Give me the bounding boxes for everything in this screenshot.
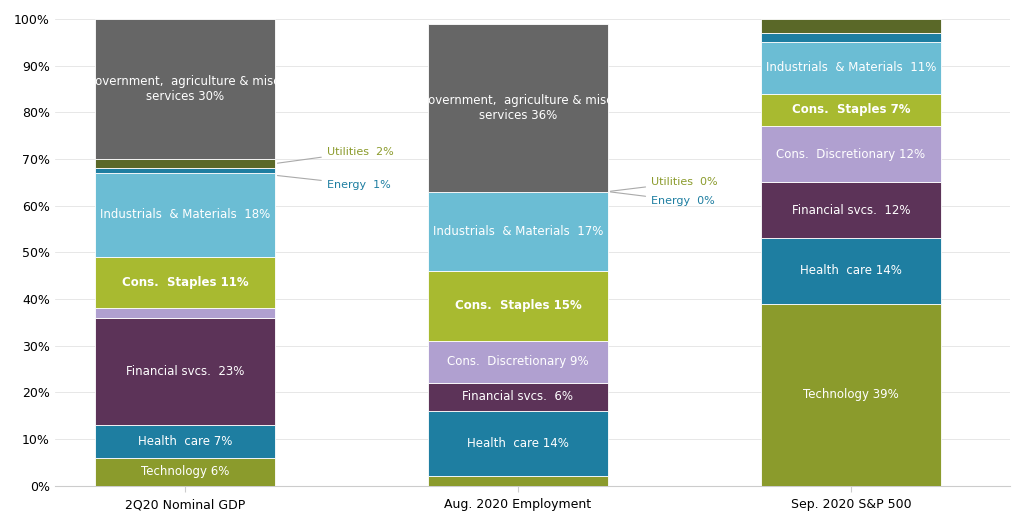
Text: Energy  1%: Energy 1% xyxy=(278,175,390,190)
Text: Cons.  Staples 7%: Cons. Staples 7% xyxy=(792,103,910,117)
Text: Government,  agriculture & misc.
services 36%: Government, agriculture & misc. services… xyxy=(419,93,616,122)
Text: Cons.  Discretionary 9%: Cons. Discretionary 9% xyxy=(447,355,589,369)
Text: Government,  agriculture & misc.
services 30%: Government, agriculture & misc. services… xyxy=(86,75,284,103)
Bar xyxy=(95,257,274,308)
Text: Utilities  0%: Utilities 0% xyxy=(610,177,718,191)
Bar xyxy=(428,411,607,476)
Text: Health  care 14%: Health care 14% xyxy=(467,437,568,450)
Bar xyxy=(428,476,607,486)
Text: Cons.  Discretionary 12%: Cons. Discretionary 12% xyxy=(776,148,926,161)
Bar xyxy=(428,24,607,192)
Bar xyxy=(428,271,607,341)
Bar xyxy=(428,341,607,383)
Bar xyxy=(761,182,941,238)
Bar xyxy=(428,192,607,271)
Text: Technology 6%: Technology 6% xyxy=(140,465,229,478)
Text: Technology 39%: Technology 39% xyxy=(803,388,899,401)
Bar xyxy=(95,168,274,173)
Bar xyxy=(761,19,941,33)
Bar xyxy=(761,126,941,182)
Bar xyxy=(95,159,274,168)
Bar xyxy=(428,383,607,411)
Text: Health  care 7%: Health care 7% xyxy=(138,435,232,448)
Text: Industrials  & Materials  18%: Industrials & Materials 18% xyxy=(99,208,270,222)
Text: Industrials  & Materials  17%: Industrials & Materials 17% xyxy=(433,225,603,238)
Text: Financial svcs.  23%: Financial svcs. 23% xyxy=(126,365,244,378)
Text: Health  care 14%: Health care 14% xyxy=(800,265,902,277)
Bar xyxy=(761,33,941,42)
Text: Industrials  & Materials  11%: Industrials & Materials 11% xyxy=(766,61,936,75)
Bar xyxy=(761,303,941,486)
Text: Cons.  Staples 15%: Cons. Staples 15% xyxy=(455,299,582,312)
Text: Cons.  Staples 11%: Cons. Staples 11% xyxy=(122,276,248,289)
Bar xyxy=(95,19,274,159)
Bar xyxy=(95,318,274,425)
Text: Utilities  2%: Utilities 2% xyxy=(278,147,393,163)
Bar xyxy=(761,42,941,93)
Bar xyxy=(761,238,941,303)
Text: Financial svcs.  6%: Financial svcs. 6% xyxy=(463,391,573,403)
Bar xyxy=(761,93,941,126)
Bar xyxy=(95,458,274,486)
Bar xyxy=(95,308,274,318)
Bar xyxy=(95,425,274,458)
Text: Financial svcs.  12%: Financial svcs. 12% xyxy=(792,204,910,217)
Bar xyxy=(95,173,274,257)
Text: Energy  0%: Energy 0% xyxy=(610,192,715,206)
